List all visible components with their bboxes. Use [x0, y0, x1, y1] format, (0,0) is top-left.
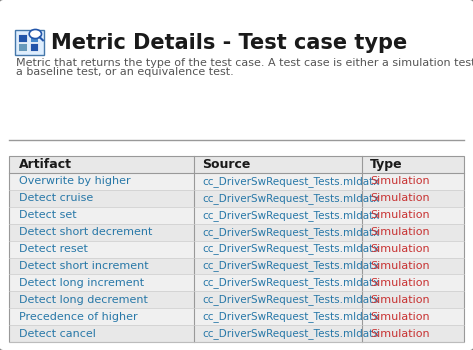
Text: Metric that returns the type of the test case. A test case is either a simulatio: Metric that returns the type of the test… — [16, 58, 473, 68]
Text: cc_DriverSwRequest_Tests.mldatx: cc_DriverSwRequest_Tests.mldatx — [202, 244, 379, 254]
Text: Precedence of higher: Precedence of higher — [19, 312, 138, 322]
Text: Simulation: Simulation — [370, 244, 429, 254]
Text: Detect short decrement: Detect short decrement — [19, 227, 152, 237]
Text: Detect cancel: Detect cancel — [19, 329, 96, 339]
Text: Detect reset: Detect reset — [19, 244, 88, 254]
Text: Simulation: Simulation — [370, 261, 429, 271]
Bar — [30, 34, 38, 42]
Text: cc_DriverSwRequest_Tests.mldatx: cc_DriverSwRequest_Tests.mldatx — [202, 278, 379, 288]
Circle shape — [29, 29, 42, 38]
Bar — [18, 43, 27, 51]
Text: Artifact: Artifact — [19, 158, 72, 171]
Text: cc_DriverSwRequest_Tests.mldatx: cc_DriverSwRequest_Tests.mldatx — [202, 294, 379, 305]
Text: cc_DriverSwRequest_Tests.mldatx: cc_DriverSwRequest_Tests.mldatx — [202, 312, 379, 322]
Text: Simulation: Simulation — [370, 278, 429, 288]
Bar — [9, 308, 464, 326]
Text: Detect short increment: Detect short increment — [19, 261, 149, 271]
Text: Metric Details - Test case type: Metric Details - Test case type — [51, 33, 407, 53]
Bar — [9, 206, 464, 224]
Bar — [30, 43, 38, 51]
Bar — [9, 258, 464, 274]
FancyBboxPatch shape — [15, 30, 44, 55]
Text: Simulation: Simulation — [370, 193, 429, 203]
Text: Source: Source — [202, 158, 250, 171]
Text: Type: Type — [370, 158, 403, 171]
Text: cc_DriverSwRequest_Tests.mldatx: cc_DriverSwRequest_Tests.mldatx — [202, 176, 379, 187]
Text: Detect long decrement: Detect long decrement — [19, 295, 148, 305]
Bar — [9, 292, 464, 308]
Bar — [9, 156, 464, 173]
Text: Simulation: Simulation — [370, 329, 429, 339]
Text: cc_DriverSwRequest_Tests.mldatx: cc_DriverSwRequest_Tests.mldatx — [202, 210, 379, 221]
Text: a baseline test, or an equivalence test.: a baseline test, or an equivalence test. — [16, 67, 233, 77]
Bar — [18, 34, 27, 42]
Text: Simulation: Simulation — [370, 312, 429, 322]
Bar — [9, 190, 464, 206]
Text: Detect set: Detect set — [19, 210, 77, 220]
Text: Overwrite by higher: Overwrite by higher — [19, 176, 131, 186]
Text: Simulation: Simulation — [370, 295, 429, 305]
Bar — [9, 173, 464, 190]
Bar — [9, 156, 464, 342]
Text: Detect cruise: Detect cruise — [19, 193, 93, 203]
Text: cc_DriverSwRequest_Tests.mldatx: cc_DriverSwRequest_Tests.mldatx — [202, 328, 379, 339]
Text: Detect long increment: Detect long increment — [19, 278, 144, 288]
Text: cc_DriverSwRequest_Tests.mldatx: cc_DriverSwRequest_Tests.mldatx — [202, 226, 379, 238]
Bar — [9, 224, 464, 240]
Text: Simulation: Simulation — [370, 210, 429, 220]
Bar — [9, 326, 464, 342]
Text: cc_DriverSwRequest_Tests.mldatx: cc_DriverSwRequest_Tests.mldatx — [202, 193, 379, 204]
Text: Simulation: Simulation — [370, 227, 429, 237]
Text: Simulation: Simulation — [370, 176, 429, 186]
Bar — [9, 274, 464, 292]
Bar — [9, 240, 464, 258]
Text: cc_DriverSwRequest_Tests.mldatx: cc_DriverSwRequest_Tests.mldatx — [202, 260, 379, 272]
